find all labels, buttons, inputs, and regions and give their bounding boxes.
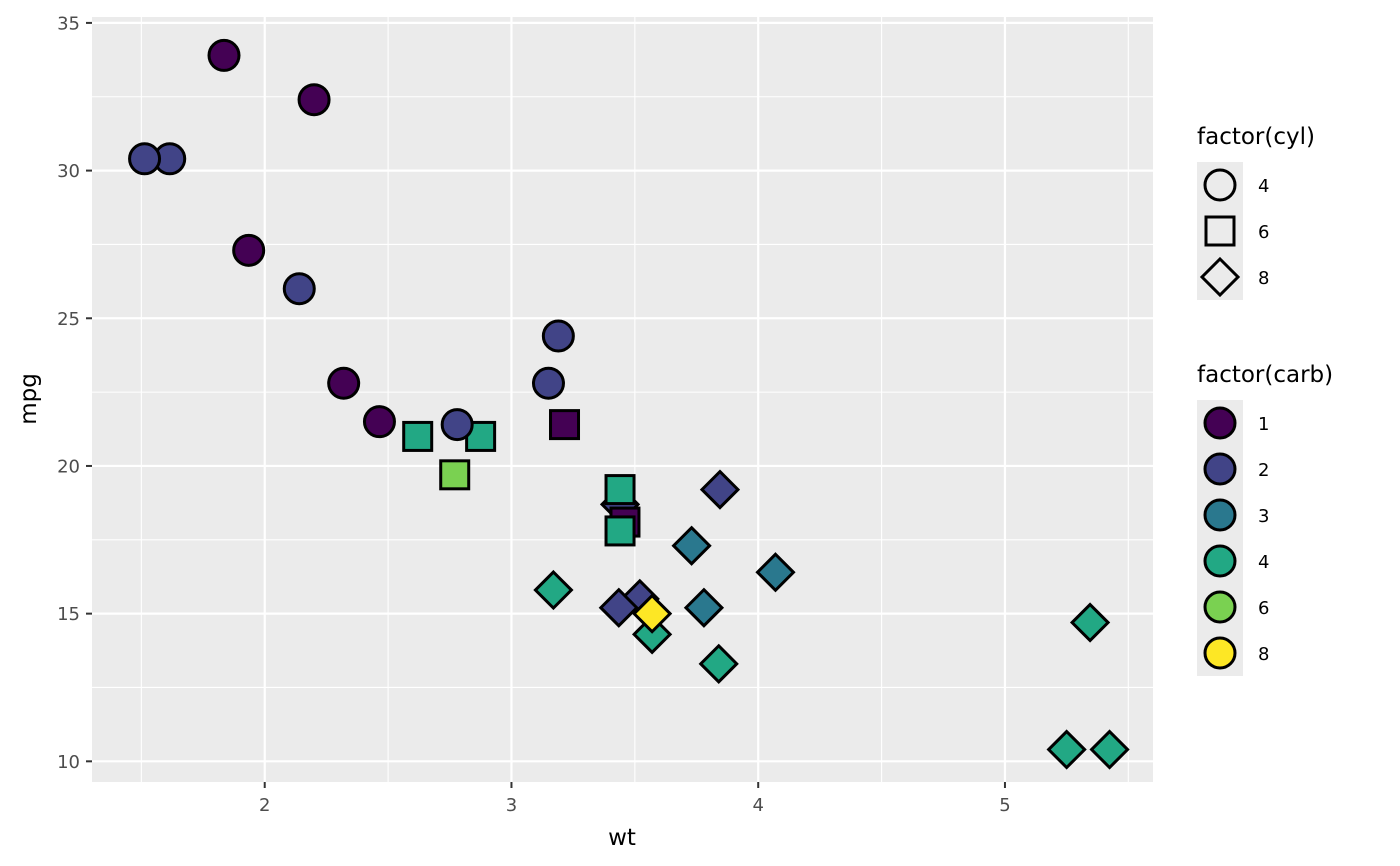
data-point (698, 643, 739, 684)
legend-cyl-key-square (1204, 215, 1236, 247)
data-point (541, 319, 575, 353)
data-point (1089, 729, 1130, 770)
data-point (440, 408, 474, 442)
data-point (631, 614, 673, 655)
data-point (362, 405, 396, 439)
panel-background (92, 17, 1153, 782)
data-point (1069, 602, 1111, 643)
data-point (327, 366, 361, 400)
legend-carb-label: 3 (1258, 506, 1269, 527)
y-tick-label: 25 (57, 309, 80, 330)
x-axis-title: wt (608, 825, 636, 851)
legend-carb-label: 8 (1258, 644, 1269, 665)
y-axis-title: mpg (16, 373, 42, 425)
legend-carb-key (1203, 544, 1237, 578)
legend-carb: factor(carb) 1 2 3 4 6 8 (1197, 362, 1333, 676)
y-tick-label: 20 (57, 456, 80, 477)
grid (92, 17, 1153, 782)
data-point (683, 587, 725, 628)
data-point (604, 515, 636, 547)
legend-carb-label: 1 (1258, 414, 1269, 435)
data-point (631, 593, 673, 634)
axes: 2 3 4 5 10 15 20 25 30 35 (57, 13, 1011, 816)
legend-carb-label: 4 (1258, 552, 1269, 573)
x-tick-label: 5 (999, 795, 1010, 816)
legend-carb-key (1203, 590, 1237, 624)
data-point (549, 409, 581, 441)
data-point (598, 587, 639, 628)
y-tick-label: 35 (57, 13, 80, 34)
legend-carb-key (1203, 636, 1237, 670)
legend-cyl-label: 4 (1258, 176, 1269, 197)
legend-cyl-label: 8 (1258, 268, 1269, 289)
data-point (297, 83, 331, 117)
data-point (533, 569, 574, 611)
x-tick-label: 3 (506, 795, 517, 816)
data-point (699, 469, 741, 510)
y-tick-label: 15 (57, 604, 80, 625)
legend-cyl-key-circle (1203, 168, 1237, 202)
x-tick-label: 2 (259, 795, 270, 816)
legend-carb-label: 6 (1258, 598, 1269, 619)
x-tick-label: 4 (752, 795, 763, 816)
data-point (282, 272, 316, 306)
legend-carb-key-background (1197, 400, 1243, 676)
data-point (531, 366, 565, 400)
legend-cyl-key-diamond (1199, 256, 1241, 298)
data-point (439, 459, 471, 491)
legend-carb-key (1203, 452, 1237, 486)
data-point (232, 233, 266, 267)
legend-carb-key (1203, 498, 1237, 532)
data-point (671, 525, 712, 566)
y-tick-label: 10 (57, 752, 80, 773)
data-point (402, 420, 434, 452)
data-point (207, 38, 241, 72)
legend-cyl-title: factor(cyl) (1197, 124, 1315, 150)
data-points (128, 38, 1130, 770)
legend-cyl: factor(cyl) 4 6 8 (1197, 124, 1315, 300)
y-tick-label: 30 (57, 161, 80, 182)
data-point (604, 474, 636, 506)
legend-carb-key (1203, 406, 1237, 440)
legend-carb-title: factor(carb) (1197, 362, 1333, 388)
data-point (755, 552, 796, 593)
data-point (1046, 729, 1087, 770)
legend-cyl-label: 6 (1258, 222, 1269, 243)
legend-carb-label: 2 (1258, 460, 1269, 481)
data-point (128, 142, 162, 176)
